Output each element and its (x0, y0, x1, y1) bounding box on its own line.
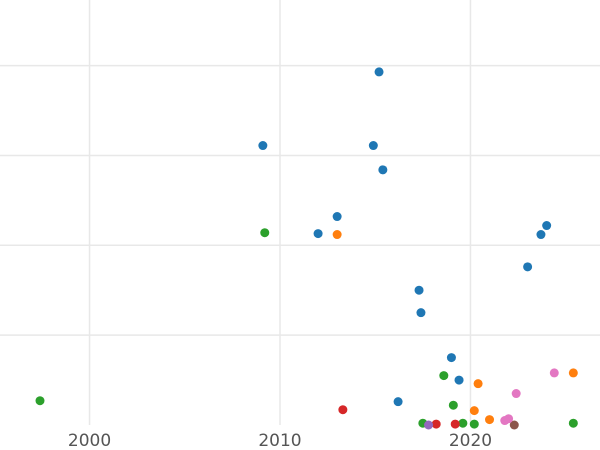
x-axis-ticks: 2000 2010 2020 (68, 431, 492, 450)
data-point-green-7 (568, 418, 578, 428)
data-point-red-2 (450, 419, 460, 429)
data-point-green-6 (469, 419, 479, 429)
data-point-green-3 (448, 400, 458, 410)
data-point-orange-3 (469, 406, 479, 416)
data-point-green-0 (260, 228, 270, 238)
data-point-blue-5 (313, 229, 323, 239)
data-point-blue-4 (332, 212, 342, 222)
data-point-pink-1 (511, 389, 521, 399)
data-point-green-2 (35, 396, 45, 406)
data-point-orange-1 (568, 368, 578, 378)
x-tick-label-2020: 2020 (449, 431, 492, 450)
data-point-blue-1 (258, 141, 268, 151)
data-point-green-1 (439, 371, 449, 381)
data-point-blue-6 (542, 221, 552, 231)
data-point-orange-4 (485, 415, 495, 425)
data-point-blue-8 (523, 262, 533, 272)
data-point-brown-0 (509, 420, 519, 430)
data-point-pink-0 (549, 368, 559, 378)
grid-lines (0, 0, 600, 425)
data-point-blue-13 (393, 397, 403, 407)
data-point-blue-2 (368, 141, 378, 151)
x-tick-label-2000: 2000 (68, 431, 111, 450)
data-point-blue-0 (374, 67, 384, 77)
data-points (35, 67, 578, 430)
data-point-blue-11 (446, 353, 456, 363)
data-point-pink-3 (500, 416, 510, 426)
data-point-purple-0 (424, 420, 434, 430)
data-point-orange-0 (332, 230, 342, 240)
data-point-blue-3 (378, 165, 388, 175)
data-point-blue-10 (416, 308, 426, 318)
data-point-red-0 (338, 405, 348, 415)
data-point-blue-7 (536, 230, 546, 240)
data-point-blue-12 (454, 375, 464, 385)
data-point-green-5 (458, 418, 468, 428)
data-point-orange-2 (473, 379, 483, 389)
data-point-blue-9 (414, 285, 424, 295)
data-point-red-1 (431, 419, 441, 429)
x-tick-label-2010: 2010 (258, 431, 301, 450)
